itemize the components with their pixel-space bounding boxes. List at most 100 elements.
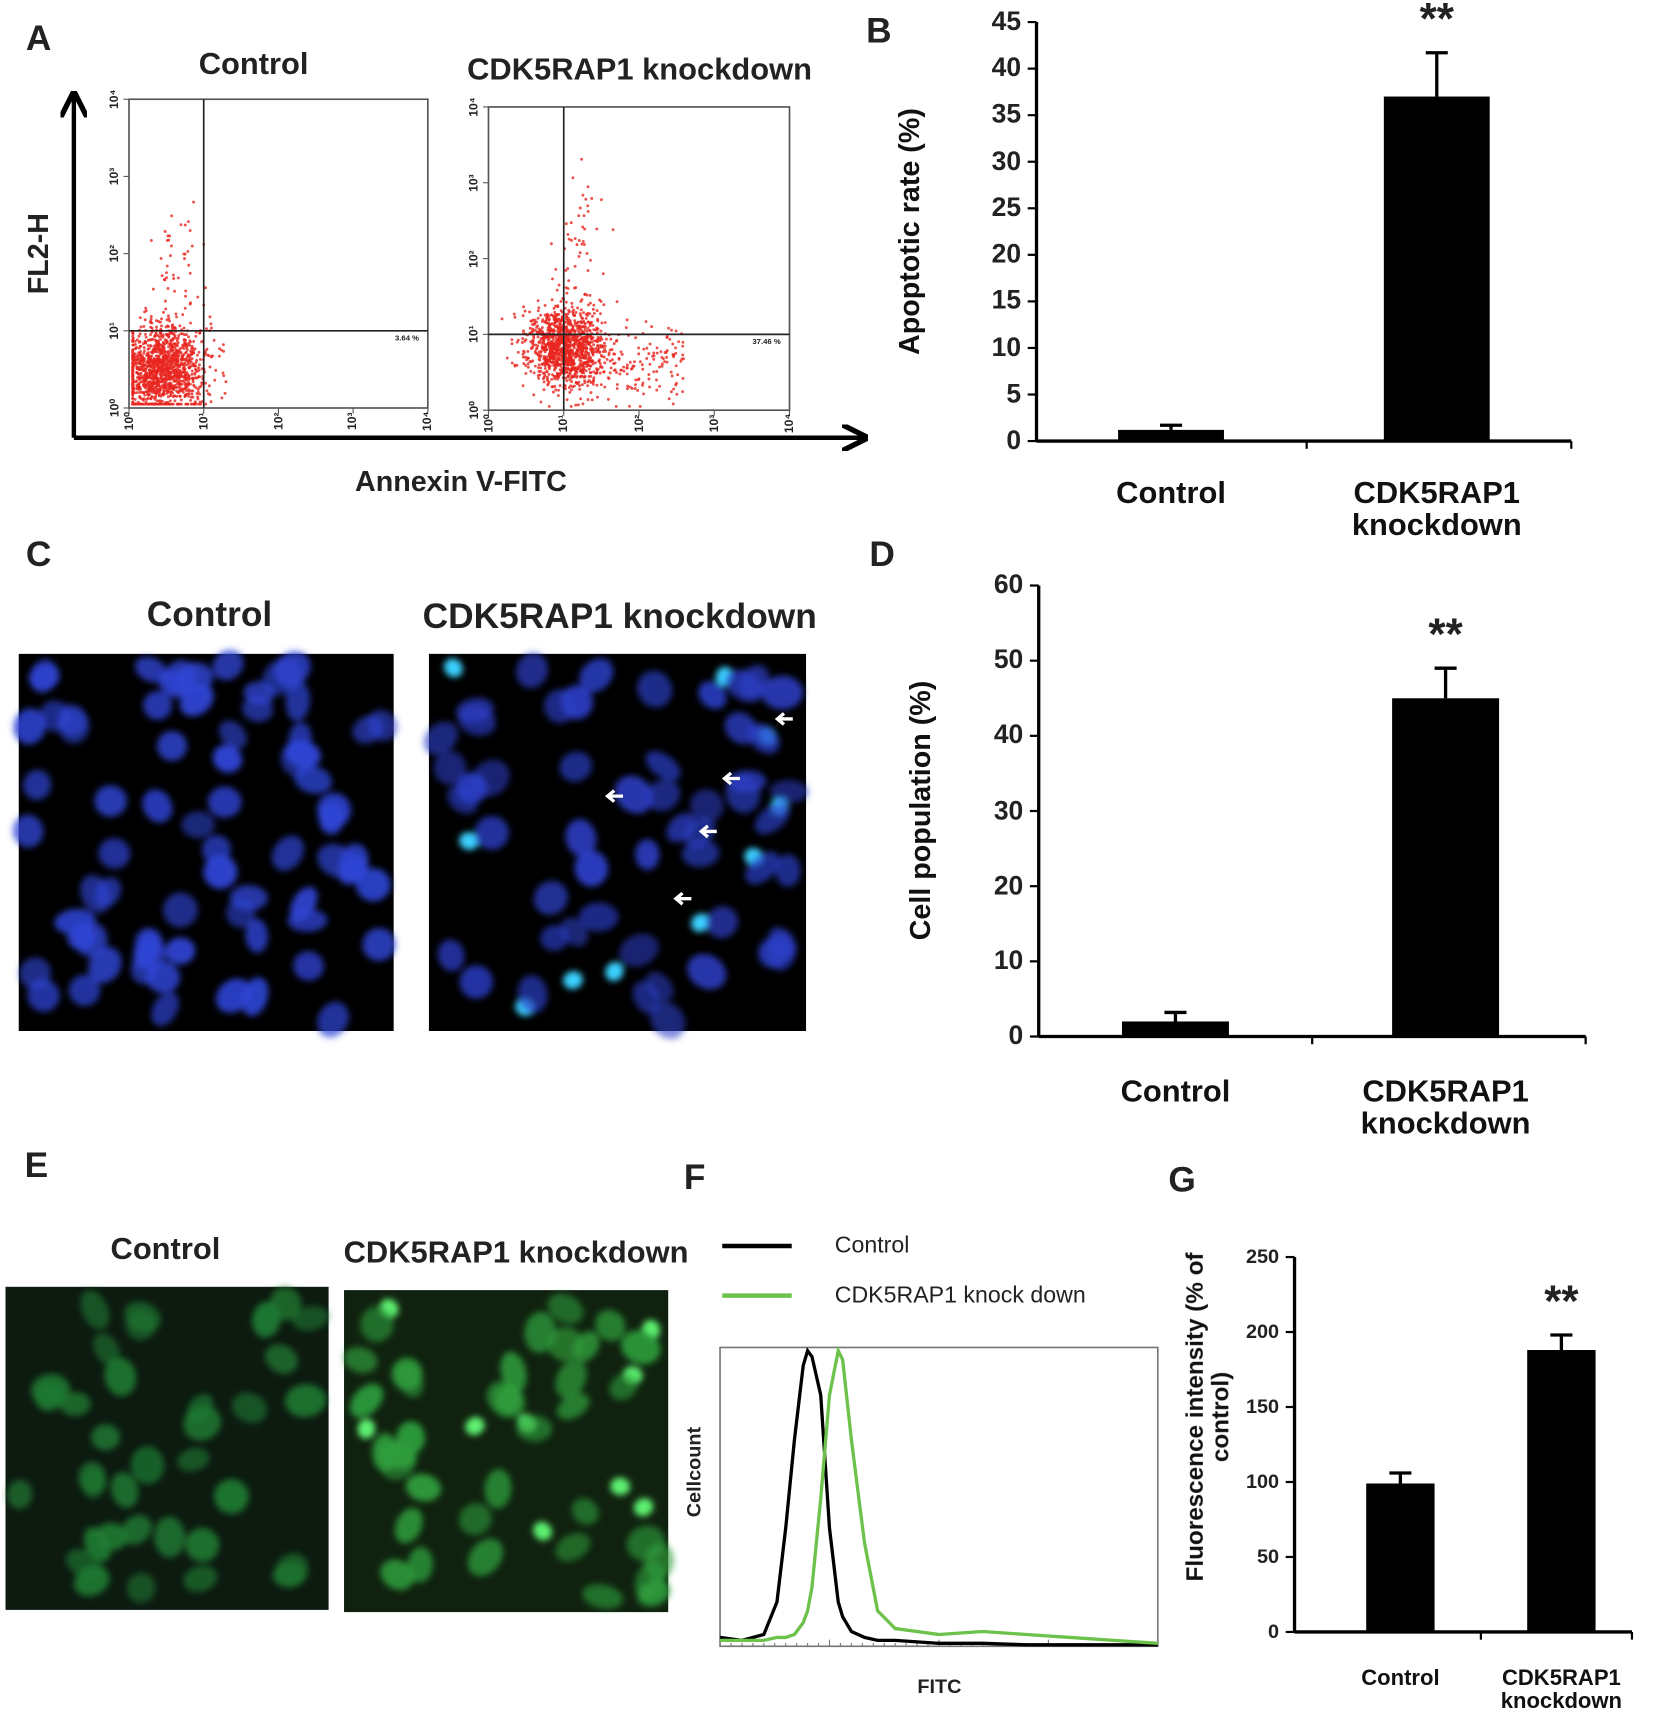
event-dot [548, 324, 551, 328]
event-dot [164, 364, 167, 368]
event-dot [586, 364, 590, 368]
event-dot [589, 391, 593, 395]
event-dot [138, 340, 142, 343]
event-dot [586, 326, 590, 330]
event-dot [609, 366, 613, 370]
event-dot [135, 367, 139, 371]
event-dot [191, 395, 195, 399]
event-dot [593, 361, 597, 365]
event-dot [151, 348, 155, 351]
event-dot [596, 344, 599, 348]
event-dot [154, 372, 158, 376]
event-dot [563, 306, 567, 310]
event-dot [171, 359, 175, 362]
event-dot [526, 349, 530, 353]
event-dot [608, 348, 612, 352]
event-dot [154, 338, 158, 342]
event-dot [583, 353, 587, 357]
event-dot [595, 227, 599, 231]
event-dot [603, 344, 607, 348]
event-dot [193, 372, 197, 376]
event-dot [543, 303, 547, 307]
event-dot [584, 197, 588, 201]
y-tick-label: 0 [1008, 1021, 1024, 1051]
error-bar [1434, 666, 1457, 699]
event-dot [136, 400, 140, 404]
event-dot [140, 380, 144, 384]
event-dot [141, 398, 145, 402]
event-dot [641, 383, 644, 387]
event-dot [140, 376, 144, 380]
event-dot [206, 392, 210, 396]
event-dot [668, 337, 672, 341]
event-dot [573, 237, 577, 240]
event-dot [157, 366, 161, 370]
event-dot [146, 382, 150, 386]
event-dot [665, 360, 669, 364]
event-dot [588, 312, 592, 316]
event-dot [135, 387, 139, 391]
event-dot [167, 382, 171, 386]
event-dot [602, 303, 606, 307]
nucleus [80, 1290, 110, 1330]
event-dot [537, 366, 540, 370]
nucleus [761, 675, 804, 710]
event-dot [546, 383, 550, 387]
event-dot [138, 316, 142, 320]
event-dot [187, 358, 191, 362]
event-dot [206, 353, 210, 357]
event-dot [204, 402, 208, 406]
event-dot [185, 346, 189, 350]
event-dot [143, 393, 147, 397]
event-dot [595, 383, 599, 387]
event-dot [567, 355, 571, 358]
significance: ** [1544, 1277, 1579, 1326]
event-dot [577, 214, 581, 218]
event-dot [582, 311, 585, 315]
event-dot [131, 365, 135, 369]
event-dot [131, 339, 135, 342]
event-dot [190, 392, 194, 396]
event-dot [595, 309, 599, 312]
event-dot [142, 382, 146, 386]
event-dot [146, 347, 150, 351]
event-dot [619, 350, 623, 354]
event-dot [648, 385, 652, 389]
event-dot [151, 337, 155, 341]
event-dot [550, 385, 554, 389]
event-dot [585, 352, 589, 356]
event-dot [606, 397, 610, 401]
event-dot [524, 355, 527, 359]
event-dot [174, 358, 177, 361]
nucleus [265, 1344, 299, 1374]
event-dot [541, 318, 545, 322]
event-dot [505, 356, 509, 360]
event-dot [589, 380, 593, 384]
event-dot [151, 287, 155, 291]
nucleus [121, 1514, 152, 1545]
nucleus [317, 1001, 349, 1038]
event-dot [588, 293, 592, 297]
event-dot [608, 371, 612, 375]
event-dot [166, 350, 170, 354]
event-dot [554, 360, 558, 364]
event-dot [185, 385, 188, 389]
event-dot [189, 389, 193, 393]
event-dot [539, 400, 543, 404]
event-dot [578, 348, 582, 352]
event-dot [553, 319, 557, 323]
nucleus [444, 658, 463, 678]
event-dot [579, 328, 583, 332]
event-dot [559, 299, 563, 303]
event-dot [174, 368, 178, 372]
event-dot [556, 305, 560, 309]
event-dot [172, 378, 176, 382]
event-dot [162, 392, 166, 396]
x-tick-label: 10² [271, 412, 286, 430]
event-dot [178, 394, 182, 398]
event-dot [146, 396, 150, 400]
event-dot [189, 301, 192, 305]
event-dot [551, 390, 555, 394]
nucleus [142, 789, 173, 823]
nucleus [163, 892, 198, 928]
